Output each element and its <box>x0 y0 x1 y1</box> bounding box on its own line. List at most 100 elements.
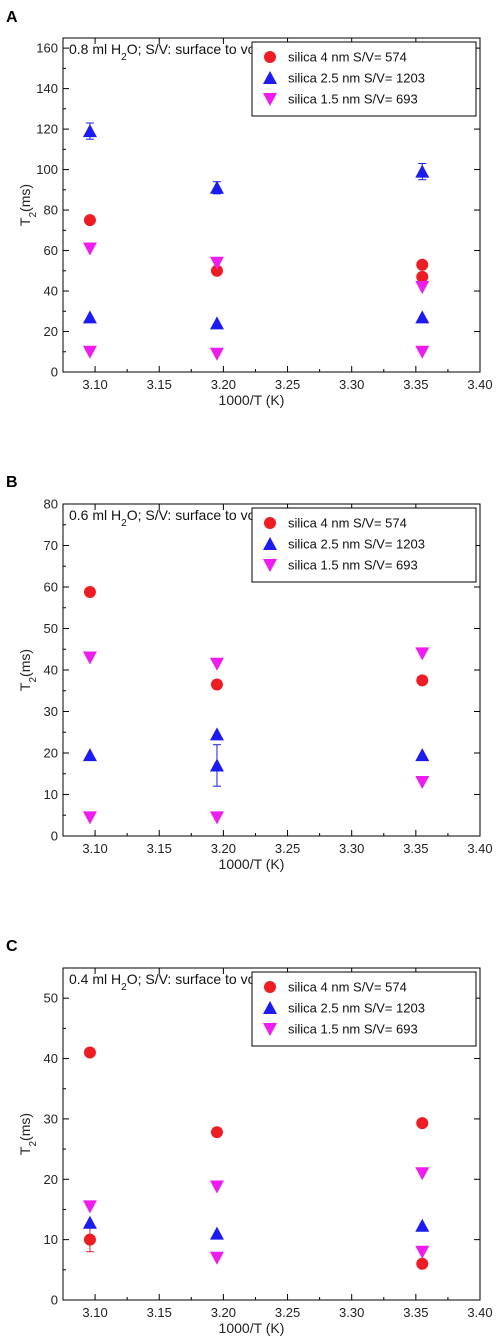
data-point <box>83 1233 96 1246</box>
legend-marker <box>263 1001 277 1014</box>
legend-marker <box>263 71 277 84</box>
data-point <box>210 264 223 277</box>
y-tick-label: 30 <box>44 704 58 719</box>
data-point <box>415 164 430 178</box>
series-group <box>83 214 429 283</box>
x-tick-label: 3.15 <box>147 1305 172 1320</box>
data-point <box>82 748 97 762</box>
data-point <box>415 1167 430 1181</box>
data-point <box>209 1226 224 1240</box>
data-point <box>209 657 224 671</box>
y-tick-label: 20 <box>44 324 58 339</box>
y-tick-label: 120 <box>36 122 58 137</box>
y-tick-label: 160 <box>36 41 58 56</box>
y-tick-label: 40 <box>44 1051 58 1066</box>
data-point <box>82 1200 97 1214</box>
y-tick-label: 60 <box>44 243 58 258</box>
data-point <box>416 270 429 283</box>
legend-marker <box>264 517 276 529</box>
y-tick-label: 80 <box>44 203 58 218</box>
x-tick-label: 3.25 <box>275 841 300 856</box>
data-point <box>415 1218 430 1232</box>
data-point <box>82 651 97 665</box>
data-point <box>209 347 224 361</box>
x-axis-title: 1000/T (K) <box>219 856 285 872</box>
y-axis-title: T2(ms) <box>17 184 39 226</box>
y-tick-label: 100 <box>36 162 58 177</box>
data-point <box>416 1257 429 1270</box>
series-group <box>82 242 430 361</box>
data-point <box>82 345 97 359</box>
chart-panel-a: A 0.8 ml H2O; S/V: surface to volume 3.10 3… <box>6 9 493 408</box>
data-point <box>209 811 224 825</box>
legend-marker <box>263 537 277 550</box>
data-point <box>209 758 224 772</box>
x-tick-label: 3.40 <box>467 841 492 856</box>
y-tick-label: 40 <box>44 663 58 678</box>
y-tick-label: 50 <box>44 991 58 1006</box>
y-tick-label: 140 <box>36 81 58 96</box>
legend-label: silica 2.5 nm S/V= 1203 <box>288 71 425 86</box>
y-tick-label: 70 <box>44 538 58 553</box>
legend-box <box>251 507 477 583</box>
legend-marker <box>263 559 277 572</box>
legend-label: silica 4 nm S/V= 574 <box>288 980 407 995</box>
y-tick-label: 20 <box>44 746 58 761</box>
x-tick-label: 3.40 <box>467 377 492 392</box>
data-point <box>416 258 429 271</box>
data-point <box>415 310 430 324</box>
data-point <box>82 811 97 825</box>
x-tick-label: 3.30 <box>339 841 364 856</box>
series-group <box>82 727 430 787</box>
x-tick-label: 3.35 <box>403 841 428 856</box>
legend-marker <box>263 93 277 106</box>
y-tick-label: 40 <box>44 284 58 299</box>
x-tick-label: 3.40 <box>467 1305 492 1320</box>
x-tick-label: 3.20 <box>211 1305 236 1320</box>
data-point <box>415 1245 430 1259</box>
y-tick-label: 80 <box>44 497 58 512</box>
data-point <box>415 748 430 762</box>
legend-box <box>251 971 477 1047</box>
data-point <box>82 124 97 138</box>
plot-frame <box>62 967 481 1301</box>
y-tick-label: 10 <box>44 1232 58 1247</box>
legend: silica 4 nm S/V= 574 silica 2.5 nm S/V= 1… <box>251 507 477 583</box>
data-point <box>210 1126 223 1139</box>
series-group <box>82 1167 430 1265</box>
y-tick-label: 0 <box>51 365 58 380</box>
x-tick-label: 3.15 <box>147 841 172 856</box>
data-point <box>209 1251 224 1265</box>
y-tick-label: 50 <box>44 621 58 636</box>
legend-label: silica 1.5 nm S/V= 693 <box>288 558 418 573</box>
panel-letter: C <box>6 938 18 955</box>
legend-label: silica 4 nm S/V= 574 <box>288 50 407 65</box>
x-tick-label: 3.20 <box>211 377 236 392</box>
data-point <box>209 256 224 270</box>
data-point <box>415 345 430 359</box>
data-point <box>209 180 224 194</box>
x-tick-label: 3.35 <box>403 1305 428 1320</box>
x-tick-label: 3.10 <box>82 377 107 392</box>
chart-panel-b: B 0.6 ml H2O; S/V: surface to volume 3.10 3… <box>6 474 493 872</box>
series-group <box>82 1215 430 1240</box>
x-tick-label: 3.10 <box>82 841 107 856</box>
y-axis-title: T2(ms) <box>17 1113 39 1155</box>
x-tick-label: 3.30 <box>339 1305 364 1320</box>
series-group <box>83 585 429 691</box>
legend: silica 4 nm S/V= 574 silica 2.5 nm S/V= 1… <box>251 971 477 1047</box>
series-group <box>82 122 430 330</box>
legend-label: silica 2.5 nm S/V= 1203 <box>288 537 425 552</box>
y-tick-label: 0 <box>51 1293 58 1308</box>
x-tick-label: 3.35 <box>403 377 428 392</box>
legend-label: silica 1.5 nm S/V= 693 <box>288 1022 418 1037</box>
x-tick-label: 3.10 <box>82 1305 107 1320</box>
panel-letter: B <box>6 474 18 491</box>
y-tick-label: 10 <box>44 787 58 802</box>
panel-title: 0.4 ml H2O; S/V: surface to volume <box>69 971 286 993</box>
data-point <box>82 1215 97 1229</box>
chart-panel-c: C 0.4 ml H2O; S/V: surface to volume 3.10 3… <box>6 938 493 1336</box>
data-point <box>209 1180 224 1194</box>
y-tick-label: 0 <box>51 829 58 844</box>
